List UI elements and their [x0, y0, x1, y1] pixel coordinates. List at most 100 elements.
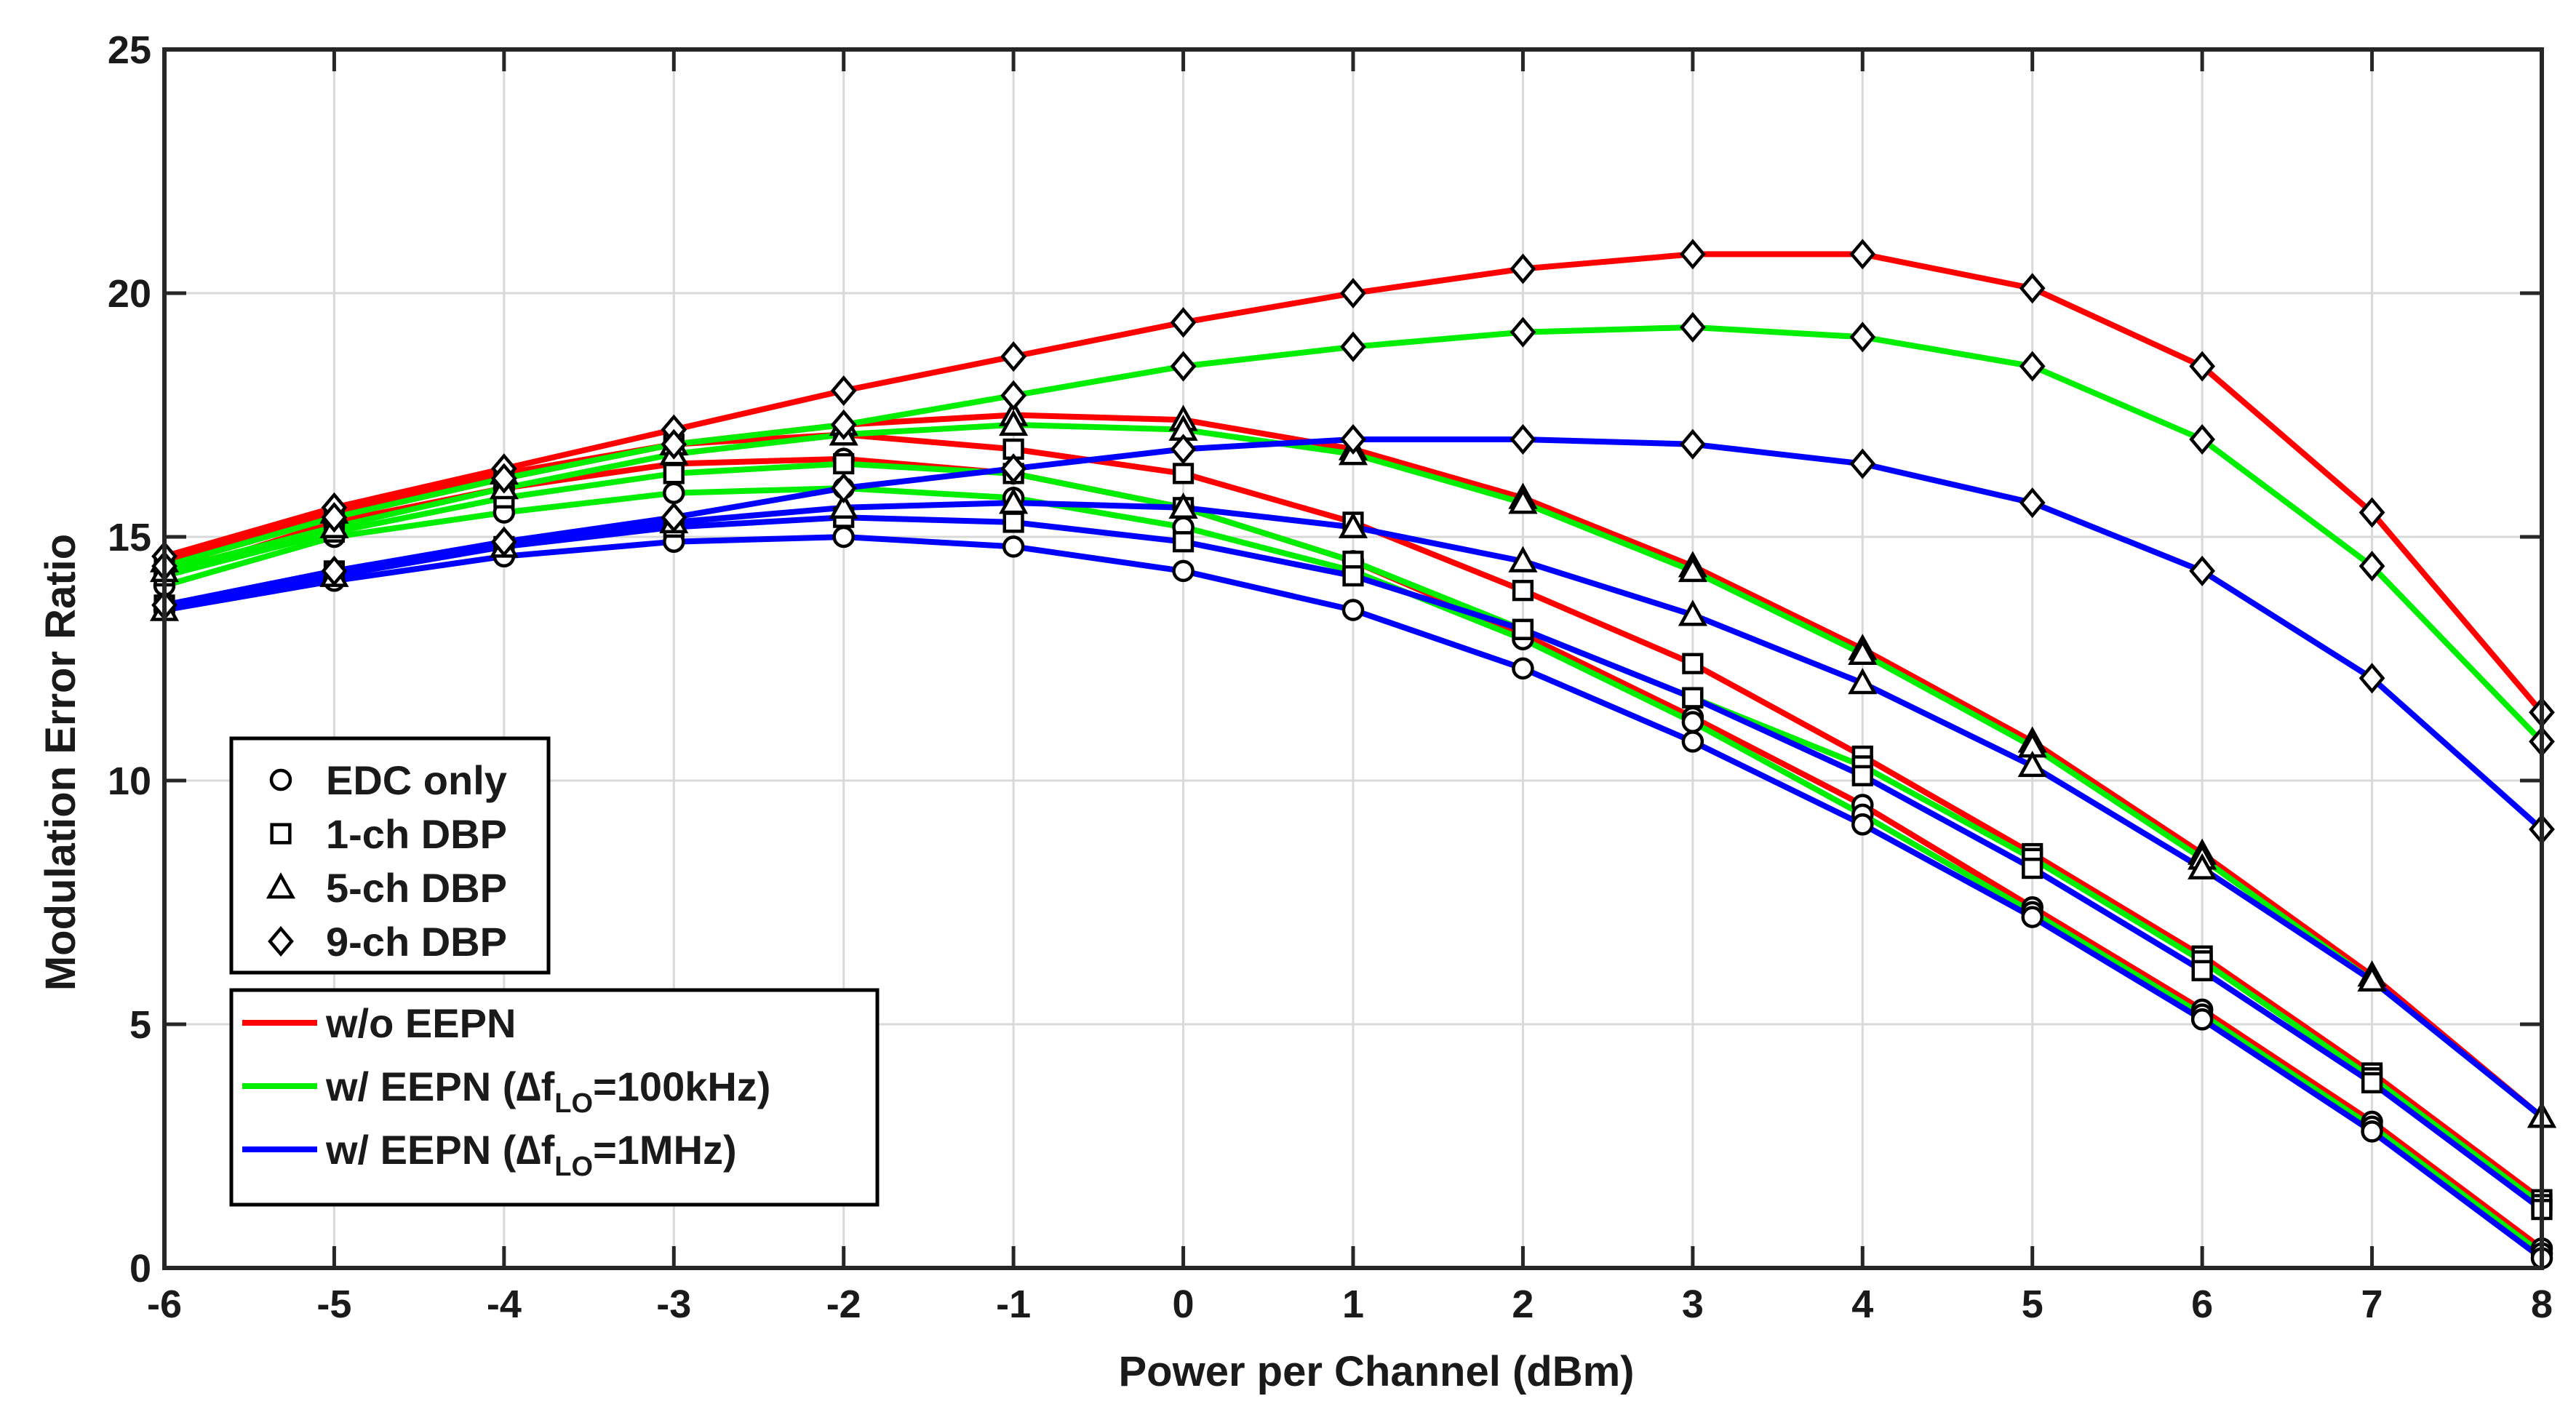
legend-triangle-icon [266, 872, 296, 899]
data-point-circle [832, 525, 855, 549]
data-point-circle [2361, 1120, 2383, 1143]
data-point-square [833, 452, 855, 475]
data-point-square [2191, 960, 2213, 981]
data-point-diamond [1170, 307, 1197, 338]
legend-line-label: w/o EEPN [325, 1000, 516, 1046]
y-tick-label: 5 [129, 1003, 151, 1047]
data-point-square [663, 463, 685, 484]
data-point-diamond [1510, 316, 1536, 348]
data-point-circle [663, 482, 685, 504]
data-point-diamond [1000, 380, 1027, 411]
data-point-square [2022, 858, 2043, 879]
data-point-diamond [1510, 423, 1536, 455]
data-point-triangle [2017, 751, 2047, 778]
data-point-circle [1172, 559, 1195, 583]
y-tick-label: 15 [108, 516, 151, 559]
data-point-circle [2021, 906, 2043, 928]
x-tick-label: 4 [1851, 1283, 1873, 1326]
x-tick-label: 0 [1173, 1283, 1195, 1326]
data-point-circle [1851, 813, 1874, 836]
data-point-square [1512, 618, 1534, 640]
data-point-square [1172, 463, 1195, 484]
data-point-diamond [1679, 239, 1706, 270]
data-point-diamond [1340, 423, 1366, 455]
data-point-square [1342, 565, 1364, 587]
data-point-circle [2190, 1008, 2214, 1031]
legend-marker-label: 5-ch DBP [326, 865, 507, 911]
data-point-diamond [1170, 434, 1197, 465]
data-point-triangle [1338, 511, 1368, 538]
x-tick-label: -3 [656, 1283, 691, 1326]
data-point-triangle [1508, 546, 1538, 573]
data-point-triangle [999, 410, 1029, 436]
legend-marker-label: 1-ch DBP [326, 811, 507, 857]
data-point-diamond [2189, 555, 2216, 586]
x-tick-label: 1 [1342, 1283, 1364, 1326]
legend-line-label: w/ EEPN (∆fLO=100kHz) [325, 1064, 770, 1119]
data-point-diamond [1340, 277, 1366, 309]
x-tick-label: 5 [2022, 1283, 2043, 1326]
legend-circle-icon [269, 768, 292, 791]
data-point-diamond [661, 428, 687, 460]
data-point-diamond [1000, 453, 1027, 484]
data-point-diamond [1849, 322, 1876, 353]
data-point-diamond [830, 472, 857, 504]
data-point-triangle [2188, 853, 2217, 879]
data-point-diamond [1510, 253, 1536, 284]
data-point-diamond [1849, 239, 1876, 270]
data-point-diamond [2019, 487, 2046, 519]
data-point-diamond [2358, 663, 2385, 694]
legend-line-label: w/ EEPN (∆fLO=1MHz) [325, 1127, 737, 1182]
y-tick-label: 25 [108, 28, 151, 72]
legend-marker-label: EDC only [326, 757, 507, 803]
data-point-circle [1341, 599, 1365, 621]
y-tick-label: 10 [108, 759, 151, 803]
legend-lines: w/o EEPN w/ EEPN (∆fLO=100kHz) w/ EEPN (∆f… [229, 988, 880, 1207]
legend-marker-label: 9-ch DBP [326, 919, 507, 965]
x-tick-label: -5 [316, 1283, 351, 1326]
data-point-circle [1002, 535, 1025, 558]
data-point-triangle [1678, 599, 1707, 626]
data-point-diamond [2019, 273, 2046, 304]
data-point-diamond [1000, 341, 1027, 372]
data-point-diamond [321, 555, 348, 586]
data-point-circle [1512, 657, 1534, 680]
data-point-triangle [829, 492, 858, 519]
data-point-triangle [1678, 556, 1707, 583]
data-point-square [1512, 580, 1534, 602]
legend-markers: EDC only 1-ch DBP 5-ch DBP 9-ch DBP [229, 736, 551, 975]
data-point-diamond [661, 502, 687, 533]
x-tick-label: 8 [2531, 1283, 2553, 1326]
data-point-diamond [490, 526, 517, 557]
x-tick-label: 7 [2361, 1283, 2383, 1326]
data-point-diamond [2358, 497, 2385, 528]
data-point-diamond [1170, 351, 1197, 382]
data-point-triangle [2357, 965, 2387, 992]
axes [162, 47, 2544, 1270]
x-tick-label: 2 [1512, 1283, 1534, 1326]
legend-diamond-icon [268, 925, 294, 957]
x-tick-label: -2 [826, 1283, 861, 1326]
data-point-triangle [1508, 487, 1538, 514]
data-point-triangle [1848, 638, 1878, 666]
data-point-diamond [2019, 351, 2046, 382]
data-point-circle [1681, 730, 1704, 753]
x-tick-label: 3 [1682, 1283, 1704, 1326]
data-point-circle [1681, 711, 1704, 733]
data-point-diamond [2358, 551, 2385, 582]
legend-lines-box [229, 988, 880, 1207]
data-point-triangle [1848, 668, 1878, 695]
data-point-square [1002, 511, 1024, 533]
data-point-diamond [321, 502, 348, 533]
data-point-diamond [2189, 423, 2216, 455]
data-point-diamond [830, 375, 857, 407]
x-tick-label: -6 [147, 1283, 182, 1326]
data-point-diamond [1340, 331, 1366, 362]
y-axis-label: Modulation Error Ratio [37, 534, 84, 991]
data-point-diamond [490, 463, 517, 494]
data-point-square [2361, 1072, 2383, 1094]
data-point-square [1682, 687, 1704, 709]
